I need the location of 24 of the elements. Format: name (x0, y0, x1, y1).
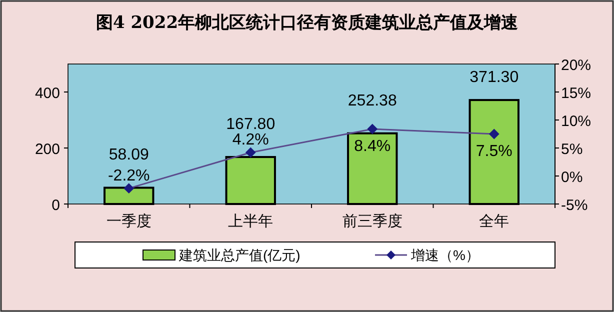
data-label: 58.09 (108, 146, 149, 164)
data-label: 371.30 (470, 69, 519, 86)
y-tick-label: 0 (52, 197, 60, 214)
y2-tick-label: -5% (561, 197, 588, 214)
legend-label: 增速（%） (410, 247, 480, 263)
data-label: 252.38 (348, 92, 397, 110)
data-label: 8.4% (354, 138, 391, 155)
data-label: 7.5% (476, 143, 512, 160)
y-tick-label: 200 (34, 141, 60, 158)
y2-tick-label: 15% (561, 85, 592, 102)
y2-tick-label: 0% (561, 169, 583, 186)
y-tick-label: 400 (34, 85, 60, 102)
data-label: -2.2% (108, 167, 150, 184)
y2-tick-label: 20% (561, 57, 592, 74)
legend-label: 建筑业总产值(亿元) (178, 247, 300, 263)
x-tick-label: 全年 (479, 213, 510, 230)
x-tick-label: 一季度 (106, 213, 152, 230)
y2-tick-label: 5% (561, 141, 583, 158)
data-label: 4.2% (232, 131, 269, 148)
chart-title: 图4 2022年柳北区统计口径有资质建筑业总产值及增速 (96, 13, 518, 33)
x-tick-label: 前三季度 (342, 213, 402, 230)
y2-tick-label: 10% (561, 113, 592, 130)
data-label: 167.80 (226, 116, 276, 134)
x-tick-label: 上半年 (228, 213, 274, 230)
